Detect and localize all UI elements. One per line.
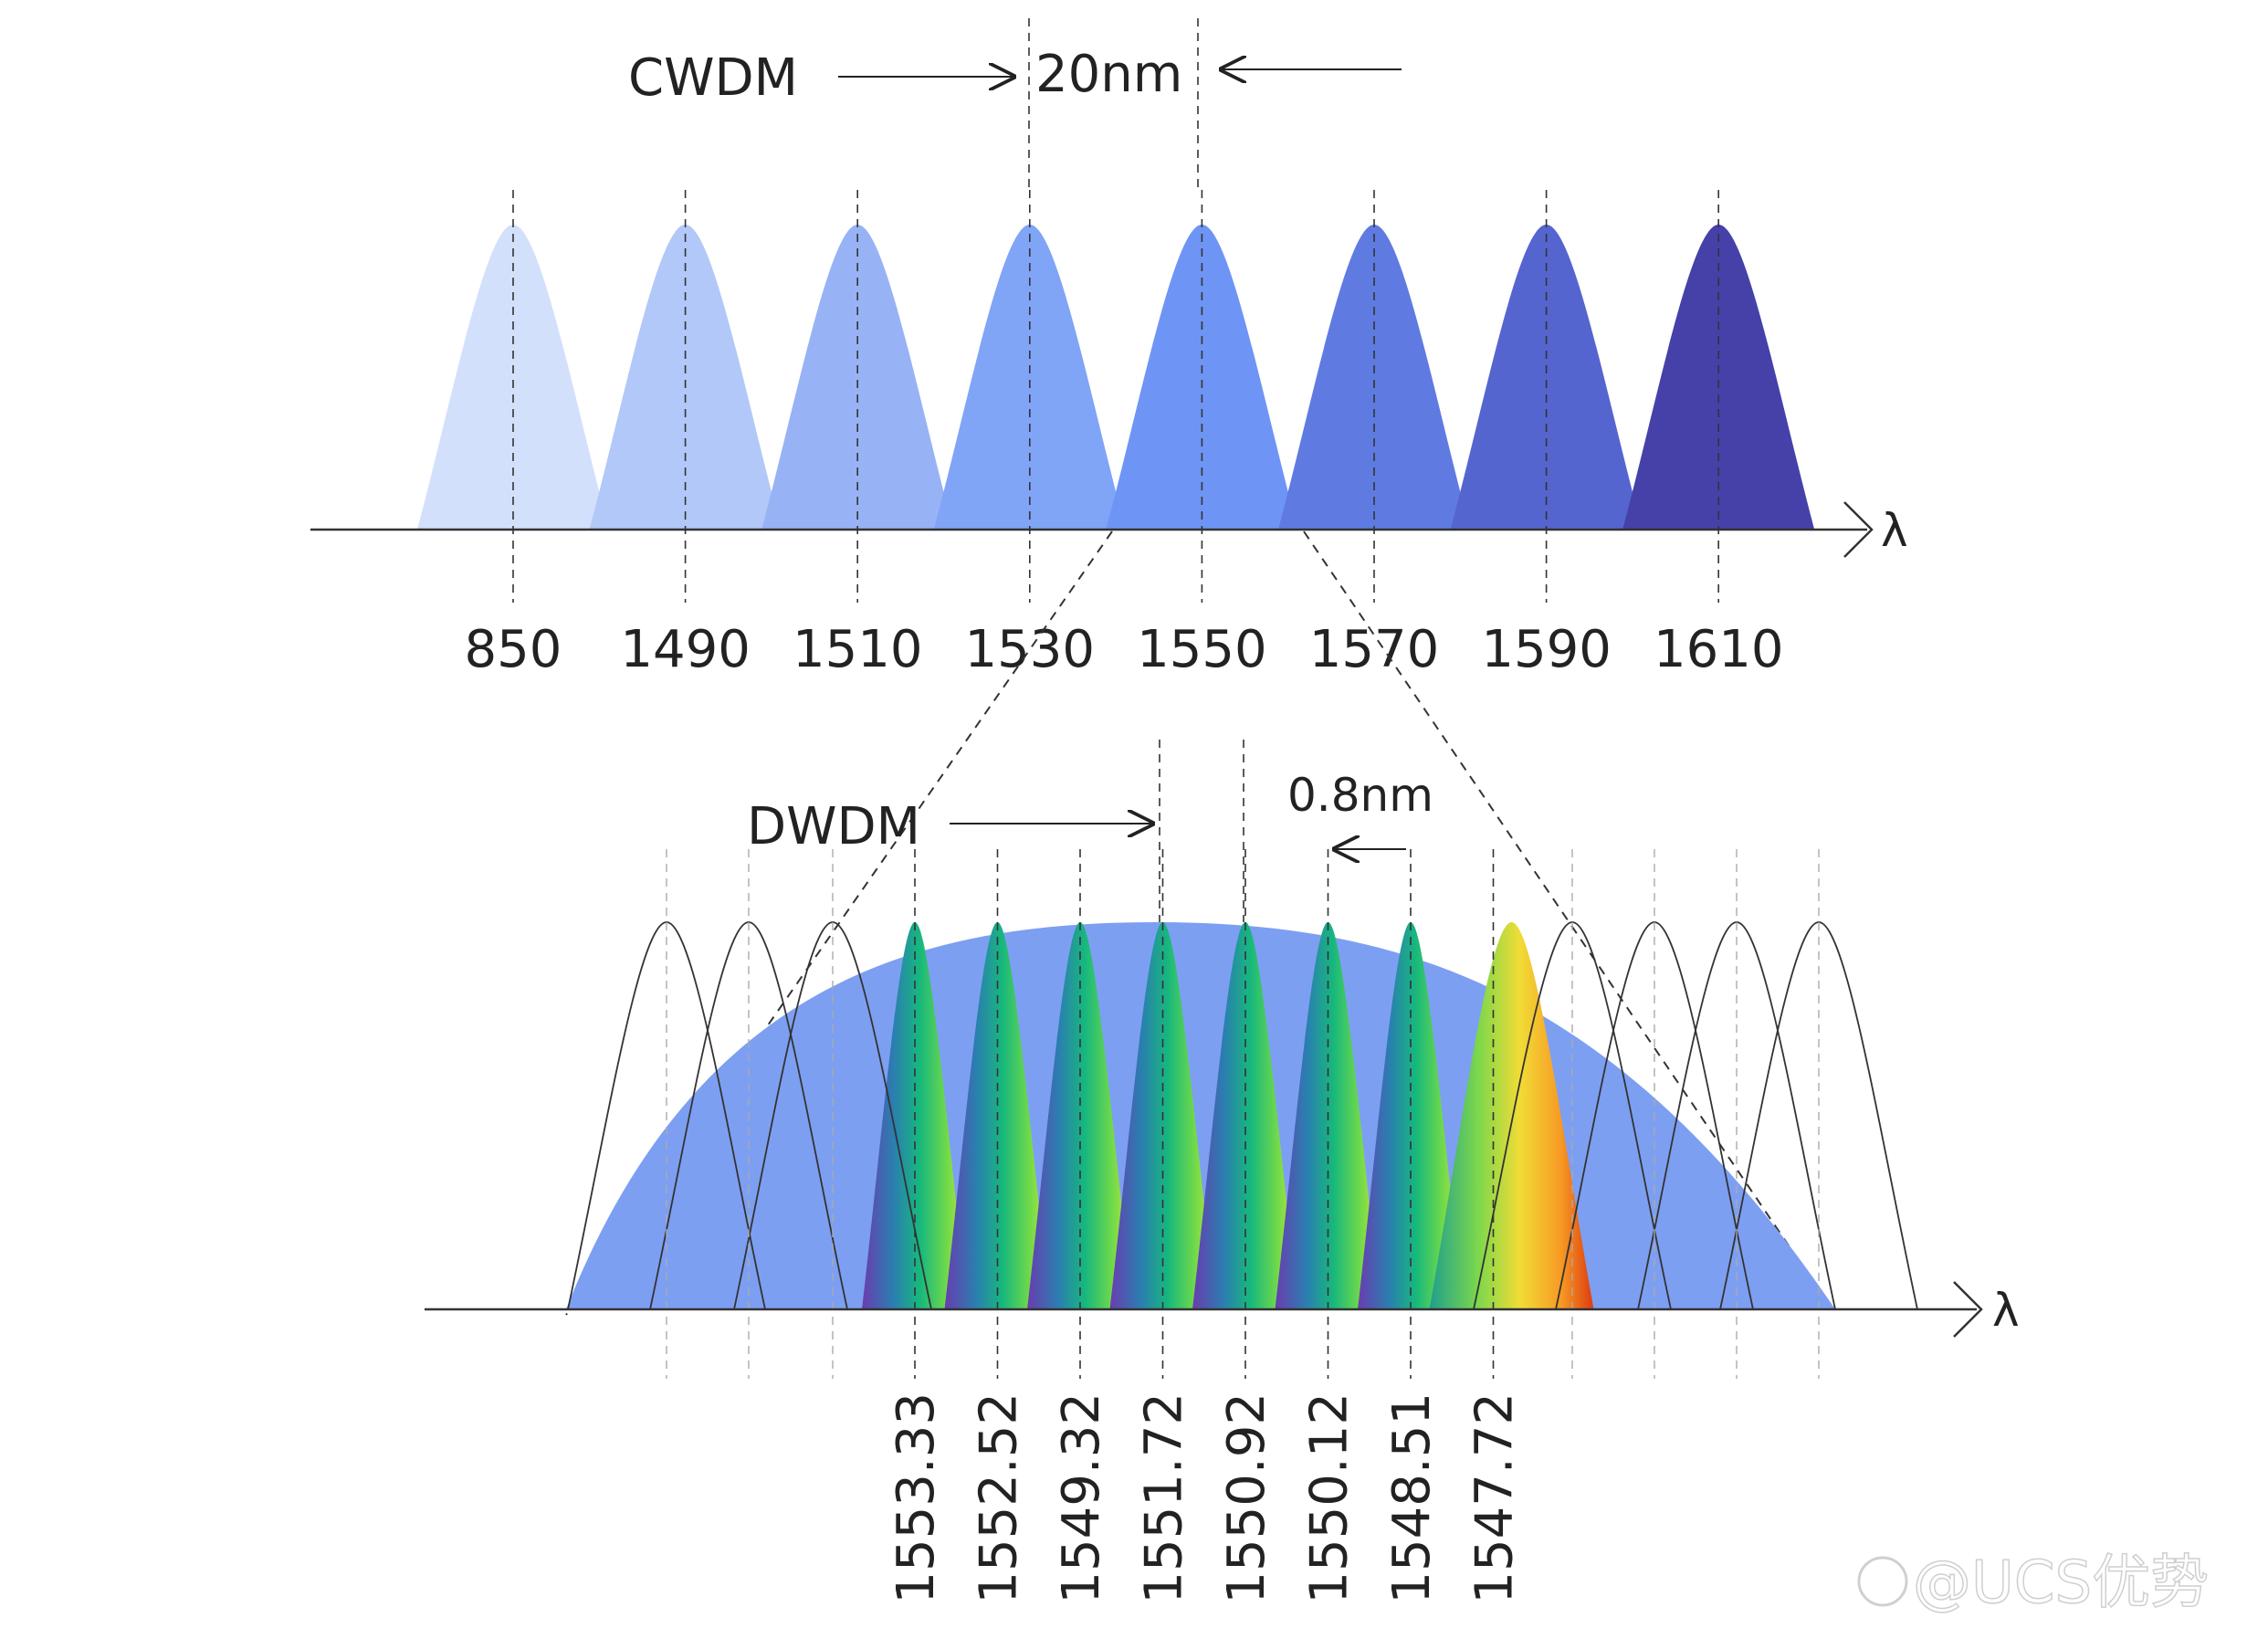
cwdm-tick-label: 1510 (793, 620, 923, 679)
cwdm-spacing-label: 20nm (1035, 45, 1182, 104)
dwdm-tick-label: 1548.51 (1382, 1392, 1442, 1604)
watermark: @UCS优势 (1857, 1549, 2210, 1618)
dwdm-tick-label: 1552.52 (970, 1392, 1029, 1604)
cwdm-tick-label: 1550 (1137, 620, 1267, 679)
cwdm-tick-label: 1610 (1654, 620, 1784, 679)
cwdm-guide-lines (512, 18, 1719, 603)
cwdm-channel-1610 (1622, 225, 1815, 530)
cwdm-channel-1570 (1278, 225, 1470, 530)
dwdm-tick-labels: 1553.33 1552.52 1549.32 1551.72 1550.92 1550.… (887, 1392, 1525, 1604)
cwdm-axis-arrow-icon (1843, 501, 1874, 558)
cwdm-channel-1530 (933, 225, 1126, 530)
dwdm-channel-1547.72 (1429, 922, 1594, 1309)
cwdm-tick-label: 1530 (965, 620, 1096, 679)
dwdm-label: DWDM (747, 797, 920, 856)
dwdm-tick-label: 1549.32 (1052, 1392, 1111, 1604)
cwdm-channel-1550 (1106, 225, 1298, 530)
dwdm-guide-lines (666, 740, 1820, 1379)
cwdm-axis-symbol: λ (1881, 504, 1908, 557)
cwdm-channel-1590 (1450, 225, 1643, 530)
dwdm-axis-arrow-icon (1953, 1281, 1983, 1338)
dwdm-tick-label: 1551.72 (1135, 1392, 1194, 1604)
cwdm-label: CWDM (628, 48, 798, 108)
dwdm-axis-symbol: λ (1992, 1284, 2020, 1337)
paw-icon (1857, 1556, 1908, 1607)
cwdm-tick-label: 850 (465, 620, 562, 679)
cwdm-tick-labels: 850 1490 1510 1530 1550 1570 1590 1610 (465, 620, 1784, 679)
dwdm-tick-label: 1553.33 (887, 1392, 946, 1604)
dwdm-tick-label: 1550.12 (1300, 1392, 1360, 1604)
zoom-line-right (1303, 530, 1832, 1308)
cwdm-spectrum (417, 225, 1815, 530)
cwdm-tick-label: 1490 (620, 620, 751, 679)
dwdm-spacing-label: 0.8nm (1287, 769, 1433, 822)
cwdm-tick-label: 1570 (1309, 620, 1440, 679)
cwdm-tick-label: 1590 (1481, 620, 1612, 679)
cwdm-channel-1510 (761, 225, 954, 530)
watermark-text: @UCS优势 (1913, 1549, 2209, 1617)
dwdm-tick-label: 1550.92 (1217, 1392, 1276, 1604)
cwdm-channel-850 (417, 225, 609, 530)
dwdm-tick-label: 1547.72 (1465, 1392, 1525, 1604)
cwdm-channel-1490 (589, 225, 782, 530)
